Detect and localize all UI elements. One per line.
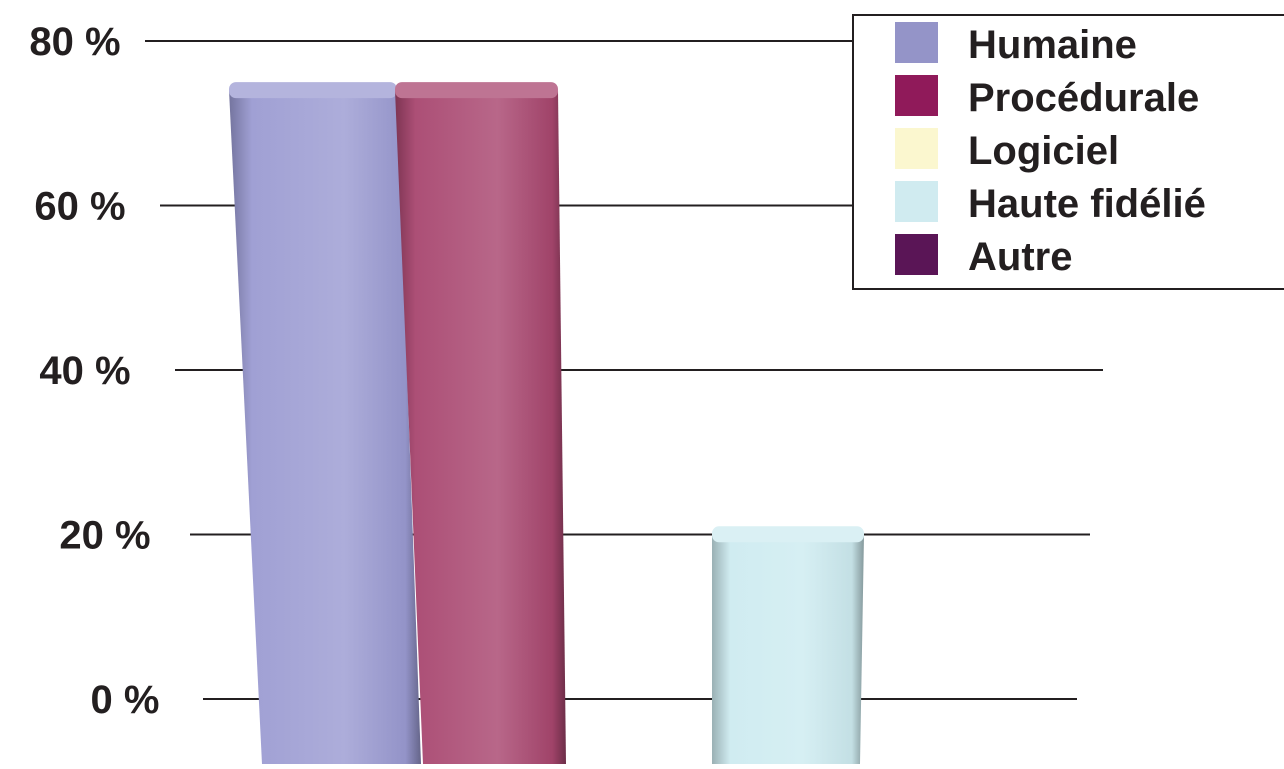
bars [229,82,864,764]
legend-swatch [895,181,938,222]
y-tick-label: 80 % [29,20,120,64]
y-axis-ticks: 80 % 60 % 40 % 20 % 0 % [29,20,159,722]
y-tick-label: 40 % [39,349,130,393]
legend-swatch [895,22,938,63]
y-tick-label: 0 % [91,678,160,722]
bar-haute-fidélié [712,534,864,764]
bar-top-cap [712,526,864,543]
bar-procédurale [395,90,566,764]
legend-swatch [895,234,938,275]
bar-top-cap [395,82,558,99]
bar-top-cap [229,82,397,99]
legend-label: Logiciel [968,129,1119,173]
legend-label: Humaine [968,23,1137,67]
legend: Humaine Procédurale Logiciel Haute fidélié A… [852,14,1284,290]
legend-swatch [895,75,938,116]
y-tick-label: 60 % [34,185,125,229]
legend-label: Procédurale [968,76,1199,120]
y-tick-label: 20 % [59,514,150,558]
bar-humaine [229,90,421,764]
legend-label: Haute fidélié [968,182,1206,226]
legend-swatch [895,128,938,169]
legend-label: Autre [968,235,1072,279]
